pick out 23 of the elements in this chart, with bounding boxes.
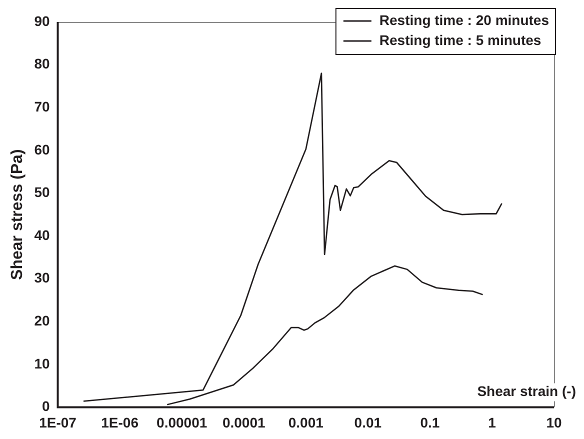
x-tick-label: 1 [488,414,496,430]
legend-label: Resting time : 20 minutes [379,12,550,28]
y-tick-label: 50 [34,184,50,200]
y-tick-label: 60 [34,141,50,158]
x-tick-label: 0.1 [420,414,440,430]
x-tick-label: 0.01 [354,414,382,430]
x-axis-title: Shear strain (-) [477,383,576,400]
x-tick-label: 0.001 [288,414,324,430]
legend-label: Resting time : 5 minutes [379,32,542,48]
y-tick-label: 70 [34,98,50,114]
x-tick-label: 10 [546,414,562,430]
x-tick-label: 0.0001 [222,414,266,430]
y-tick-label: 10 [34,355,50,372]
y-tick-label: 20 [34,312,50,328]
x-tick-label: 1E-06 [101,414,139,430]
x-tick-label: 0.00001 [156,414,208,430]
y-tick-label: 40 [34,226,50,243]
y-tick-label: 0 [42,398,50,414]
y-tick-label: 80 [34,56,50,72]
y-tick-label: 90 [34,12,50,29]
y-tick-label: 30 [34,270,50,286]
y-axis-title: Shear stress (Pa) [9,149,26,280]
x-tick-label: 1E-07 [39,414,77,430]
